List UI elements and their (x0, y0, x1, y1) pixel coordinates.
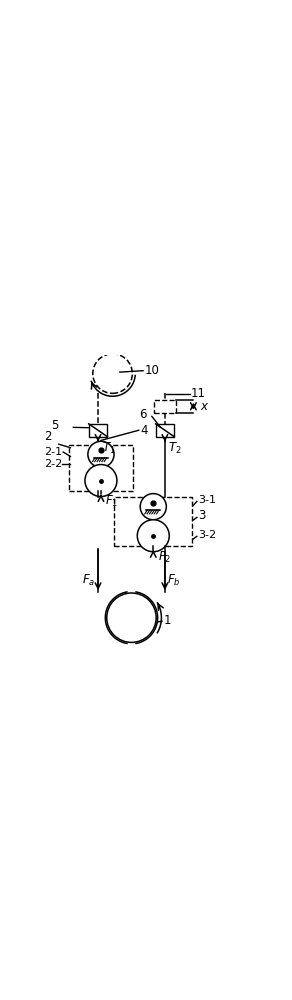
Text: 2-1: 2-1 (44, 447, 62, 457)
Text: 5: 5 (52, 419, 59, 432)
Bar (154, 400, 176, 413)
Text: 3: 3 (198, 509, 206, 522)
Text: $T_2$: $T_2$ (168, 441, 182, 456)
Circle shape (137, 520, 169, 552)
Text: 2: 2 (44, 430, 52, 443)
Text: 11: 11 (191, 387, 206, 400)
Text: 10: 10 (145, 364, 159, 377)
Text: $F_b$: $F_b$ (167, 573, 181, 588)
Text: $F_1$: $F_1$ (105, 494, 119, 509)
Text: 3-1: 3-1 (198, 495, 216, 505)
Circle shape (107, 593, 156, 642)
Circle shape (88, 441, 114, 467)
Text: 2-2: 2-2 (44, 459, 62, 469)
Circle shape (140, 494, 166, 520)
Text: $F_a$: $F_a$ (82, 573, 95, 588)
Text: 6: 6 (139, 408, 146, 421)
Circle shape (93, 354, 132, 393)
Text: $T_1$: $T_1$ (102, 441, 115, 456)
Text: 1: 1 (164, 614, 171, 627)
Text: $F_2$: $F_2$ (158, 549, 171, 565)
Bar (156, 424, 174, 437)
Text: 4: 4 (140, 424, 148, 437)
Circle shape (85, 465, 117, 497)
Text: x: x (201, 400, 208, 413)
Bar (69, 445, 133, 491)
Bar (114, 497, 192, 546)
Bar (89, 424, 107, 437)
Text: 3-2: 3-2 (198, 530, 216, 540)
